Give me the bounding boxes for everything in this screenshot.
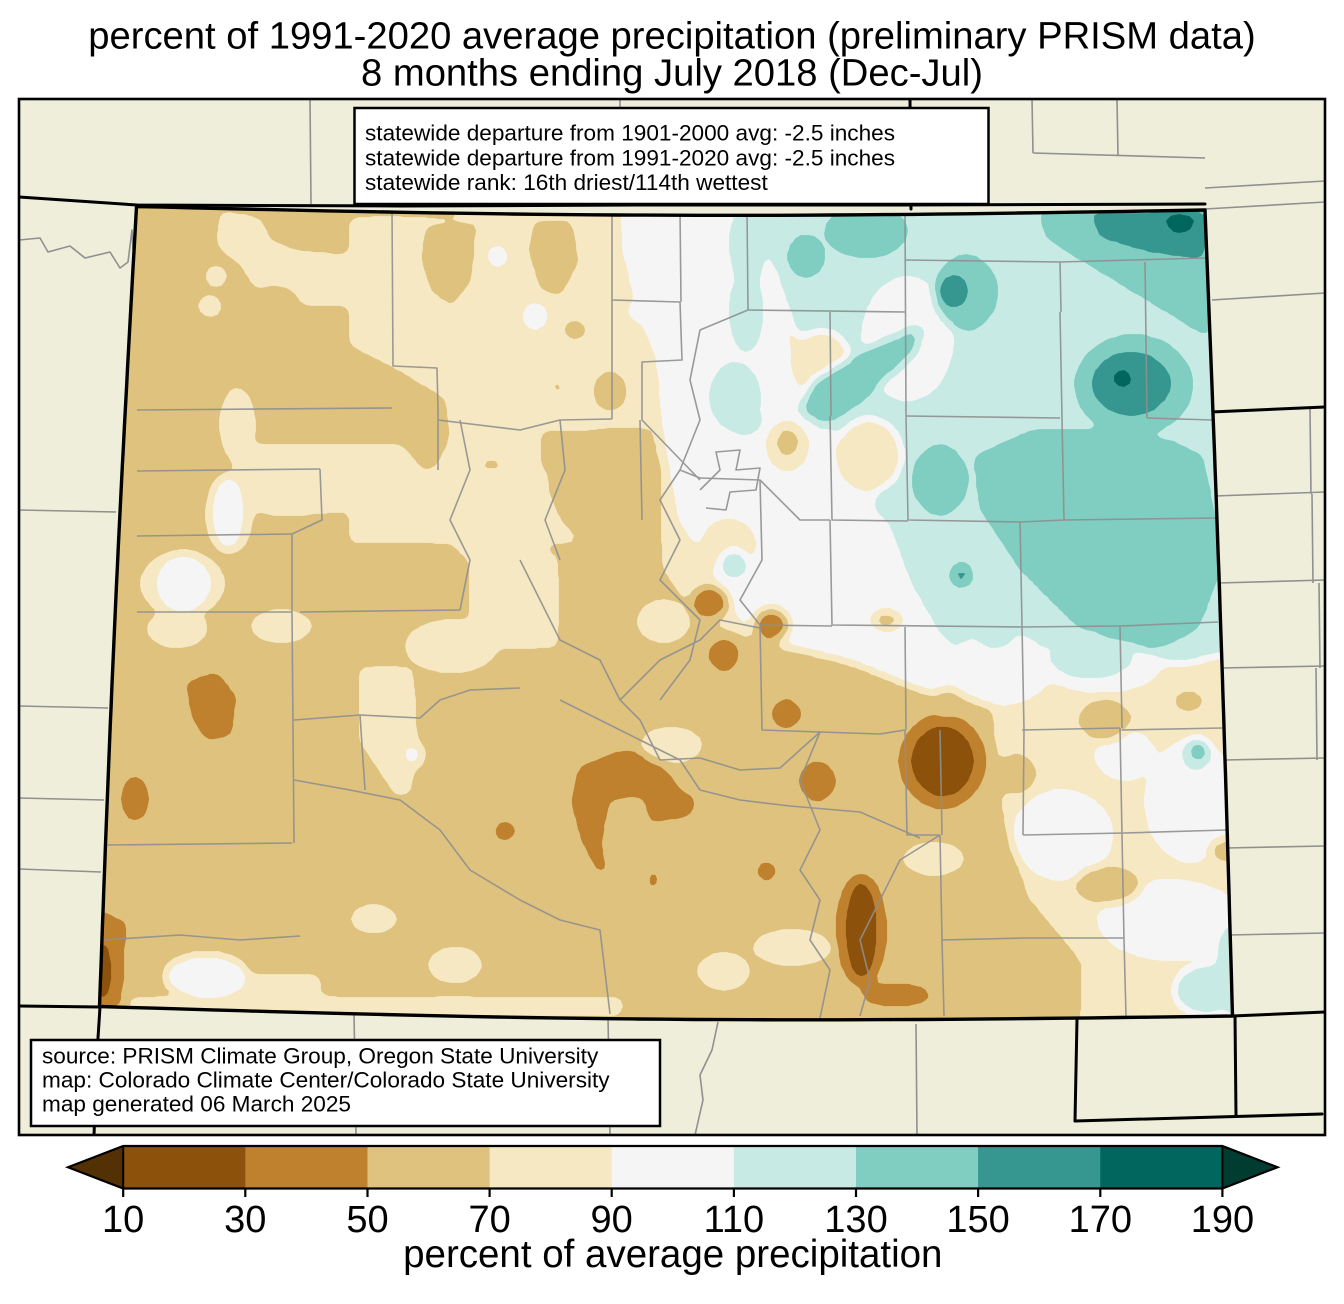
- svg-text:8 months ending July 2018 (Dec: 8 months ending July 2018 (Dec-Jul): [361, 52, 983, 95]
- svg-text:statewide departure from 1991-: statewide departure from 1991-2020 avg: …: [365, 145, 895, 170]
- svg-text:170: 170: [1069, 1199, 1132, 1241]
- svg-text:70: 70: [468, 1199, 510, 1241]
- svg-text:110: 110: [704, 1199, 765, 1241]
- svg-text:percent of 1991-2020 average p: percent of 1991-2020 average precipitati…: [88, 15, 1255, 58]
- svg-text:map generated 06 March 2025: map generated 06 March 2025: [42, 1092, 351, 1117]
- svg-text:percent of average precipitati: percent of average precipitation: [403, 1233, 942, 1276]
- svg-text:statewide departure from 1901-: statewide departure from 1901-2000 avg: …: [365, 121, 895, 146]
- svg-text:190: 190: [1191, 1199, 1254, 1241]
- svg-text:150: 150: [946, 1199, 1009, 1241]
- svg-text:10: 10: [102, 1199, 144, 1241]
- svg-text:50: 50: [346, 1199, 388, 1241]
- svg-text:map: Colorado Climate Center/C: map: Colorado Climate Center/Colorado St…: [42, 1068, 610, 1093]
- svg-text:30: 30: [224, 1199, 266, 1241]
- svg-text:statewide rank: 16th driest/11: statewide rank: 16th driest/114th wettes…: [365, 170, 768, 195]
- svg-text:130: 130: [824, 1199, 887, 1241]
- svg-text:90: 90: [591, 1199, 633, 1241]
- svg-text:source: PRISM Climate Group, O: source: PRISM Climate Group, Oregon Stat…: [42, 1044, 599, 1069]
